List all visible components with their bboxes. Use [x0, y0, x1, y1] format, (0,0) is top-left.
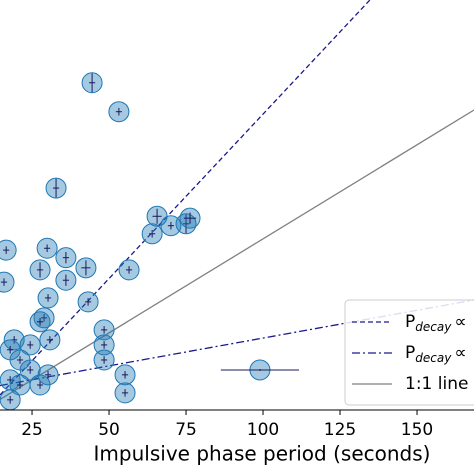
legend-label: 1:1 line — [405, 374, 468, 394]
fit-line — [0, 0, 371, 396]
legend-label: Pdecay ∝ — [405, 312, 466, 334]
x-tick-label: 150 — [401, 420, 433, 440]
legend: Pdecay ∝Pdecay ∝1:1 line — [344, 299, 474, 406]
x-axis-label: Impulsive phase period (seconds) — [94, 442, 431, 466]
legend-label: Pdecay ∝ — [405, 343, 466, 365]
x-tick-label: 100 — [247, 420, 279, 440]
x-tick-label: 50 — [98, 420, 120, 440]
legend-box — [344, 299, 474, 406]
legend-name: P — [405, 312, 415, 332]
legend-suffix: ∝ — [454, 343, 466, 363]
x-tick-label: 25 — [21, 420, 43, 440]
legend-name: 1:1 line — [405, 374, 468, 394]
x-tick-label: 125 — [324, 420, 356, 440]
fit-line — [0, 109, 474, 401]
legend-subscript: decay — [415, 351, 452, 365]
legend-name: P — [405, 343, 415, 363]
x-tick-label: 75 — [175, 420, 197, 440]
legend-suffix: ∝ — [454, 312, 466, 332]
legend-subscript: decay — [415, 320, 452, 334]
